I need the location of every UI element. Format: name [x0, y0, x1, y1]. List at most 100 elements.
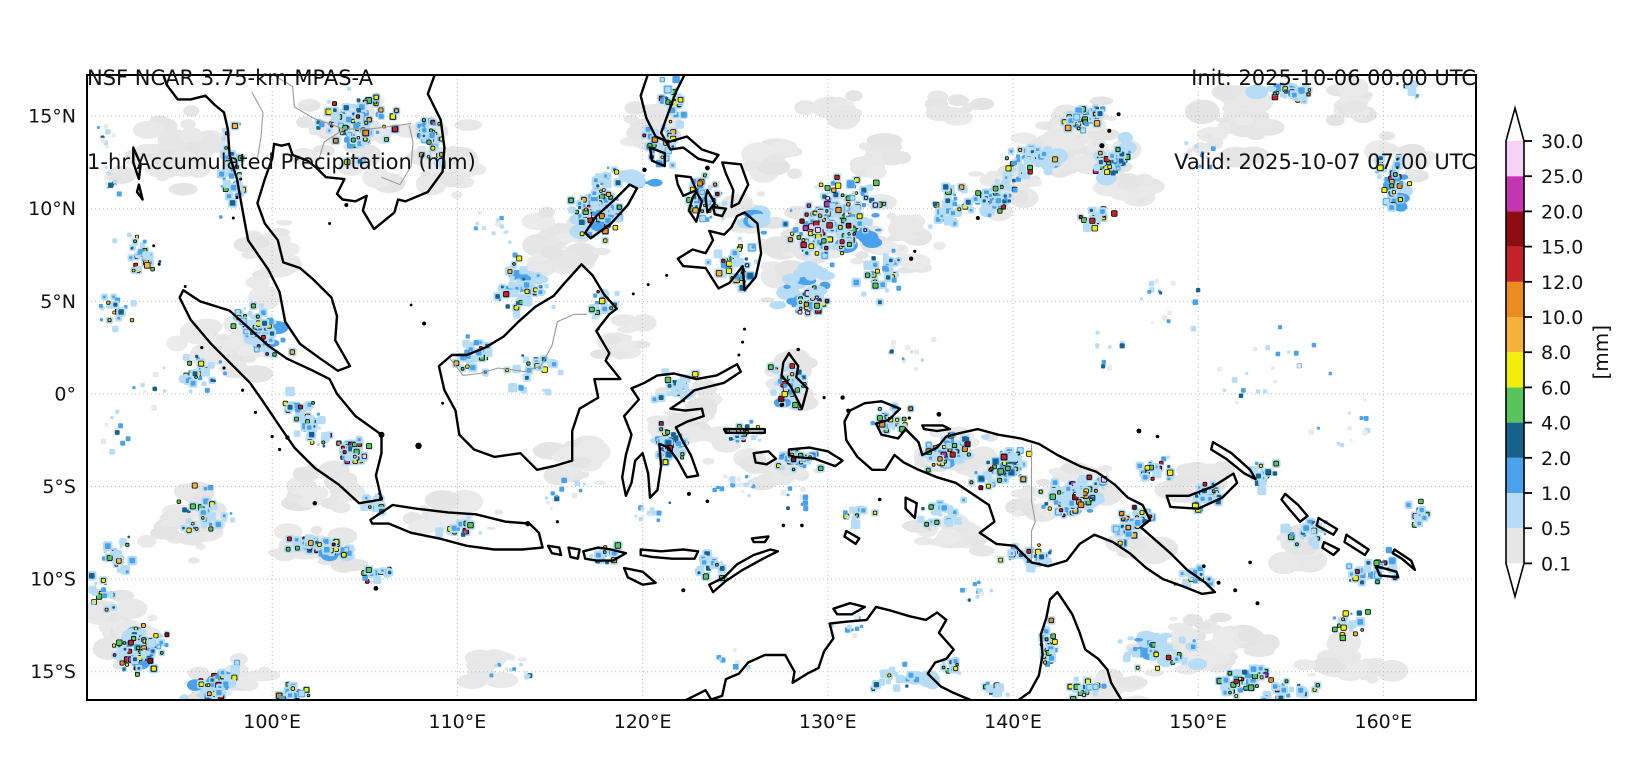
coastline-yapen	[921, 424, 952, 433]
coastline-australia-west	[683, 605, 975, 700]
coastline-bougainville	[1280, 492, 1309, 523]
y-tick-label: 5°N	[40, 291, 76, 313]
coastline-sula	[722, 427, 766, 434]
colorbar-segment	[1506, 528, 1524, 564]
coastline-samar-leyte	[721, 161, 750, 209]
y-tick-label: 10°S	[30, 569, 76, 591]
coastline-choiseul	[1315, 516, 1339, 536]
x-tick-label: 150°E	[1169, 711, 1227, 733]
run-time-info: Init: 2025-10-06 00:00 UTC Valid: 2025-1…	[1174, 8, 1476, 232]
x-tick-label: 110°E	[429, 711, 487, 733]
coastline-guadalcanal	[1374, 565, 1400, 579]
title-line-2: 1-hr Accumulated Precipitation (mm)	[87, 150, 476, 174]
colorbar-tick-label: 8.0	[1541, 342, 1571, 364]
colorbar-segment	[1506, 387, 1524, 423]
coastline-borneo	[437, 263, 622, 471]
map-frame	[86, 74, 1477, 701]
coastline-java	[369, 503, 544, 551]
coastline-bali	[546, 544, 563, 557]
coastline-wetar	[750, 535, 770, 544]
plot-title: NSF NCAR 3.75-km MPAS-A 1-hr Accumulated…	[87, 8, 476, 232]
colorbar-tick-label: 6.0	[1541, 377, 1571, 399]
colorbar-tick-label: 25.0	[1541, 166, 1583, 188]
coastline-australia-cape-york	[1016, 590, 1123, 700]
y-tick-label: 10°N	[28, 198, 76, 220]
coastline-timor	[708, 548, 779, 594]
colorbar-tick-label: 1.0	[1541, 483, 1571, 505]
colorbar-tick-label: 15.0	[1541, 237, 1583, 259]
x-tick-label: 120°E	[614, 711, 672, 733]
coastline-santa-isabel	[1343, 533, 1370, 557]
colorbar-segment	[1506, 457, 1524, 493]
colorbar-segment	[1506, 493, 1524, 529]
coastline-buru	[752, 450, 778, 466]
coastline-malaita	[1391, 548, 1417, 572]
colorbar-tick-label: 12.0	[1541, 272, 1583, 294]
coastline-indochina-malay-peninsula	[162, 75, 446, 372]
colorbar-segment	[1506, 176, 1524, 212]
colorbar-tick-label: 10.0	[1541, 307, 1583, 329]
colorbar-segment	[1506, 281, 1524, 317]
coastline-luzon	[639, 75, 720, 164]
coastline-sulawesi	[621, 363, 742, 499]
x-tick-label: 140°E	[984, 711, 1042, 733]
coastline-sumbawa	[582, 546, 628, 562]
title-line-1: NSF NCAR 3.75-km MPAS-A	[87, 66, 374, 90]
coastline-new-guinea	[843, 400, 1217, 596]
coastline-sumatra	[178, 289, 383, 505]
coastline-cebu	[704, 189, 716, 214]
coastline-bohol	[711, 205, 728, 218]
coastline-tanimbar	[843, 529, 861, 546]
coastline-flores	[639, 548, 700, 560]
coastline-sumba	[622, 566, 657, 586]
colorbar-tick-label: 20.0	[1541, 201, 1583, 223]
coastline-new-britain	[1165, 472, 1239, 510]
y-tick-label: 15°N	[28, 106, 76, 128]
valid-time-label: Valid: 2025-10-07 07:00 UTC	[1174, 150, 1476, 174]
admin-border-vietnam-cambodia-border	[381, 125, 414, 186]
y-tick-label: 15°S	[30, 661, 76, 683]
admin-border-kalimantan-border	[449, 313, 587, 376]
coastline-lombok	[567, 546, 581, 560]
admin-border-png-indonesia-border	[1030, 443, 1036, 563]
coastline-mindanao	[676, 211, 763, 292]
admin-border-thai-cambodia-laos-border	[317, 122, 412, 161]
coastline-halmahera	[780, 352, 809, 410]
map-content	[87, 75, 1476, 700]
coastline-new-georgia	[1321, 540, 1341, 557]
coastline-aru	[904, 496, 918, 520]
colorbar-tick-label: 0.1	[1541, 553, 1571, 575]
coastline-panay	[674, 174, 698, 197]
colorbar-tick-label: 4.0	[1541, 413, 1571, 435]
colorbar-tick-label: 30.0	[1541, 131, 1583, 153]
coastline-negros	[687, 190, 704, 223]
admin-border-myanmar-thailand-border	[251, 91, 264, 159]
colorbar-segment	[1506, 141, 1524, 177]
init-time-label: Init: 2025-10-06 00:00 UTC	[1191, 66, 1476, 90]
coastline-melville-island	[832, 602, 866, 616]
y-tick-label: 5°S	[42, 476, 76, 498]
x-tick-label: 160°E	[1355, 711, 1413, 733]
colorbar-over-arrow	[1506, 108, 1524, 141]
colorbar-tick-label: 0.5	[1541, 518, 1571, 540]
colorbar-segment	[1506, 317, 1524, 353]
coastline-andaman-south	[135, 183, 144, 201]
x-tick-label: 100°E	[243, 711, 301, 733]
coastline-andaman-islands	[132, 146, 142, 181]
y-tick-label: 0°	[54, 383, 76, 405]
colorbar-segment	[1506, 246, 1524, 282]
colorbar-tick-label: 2.0	[1541, 448, 1571, 470]
x-tick-label: 130°E	[799, 711, 857, 733]
colorbar-segment	[1506, 352, 1524, 388]
coastline-new-ireland	[1210, 440, 1257, 481]
coastline-palawan	[584, 183, 639, 240]
admin-border-laos-vietnam-border	[273, 75, 345, 130]
coastline-seram	[787, 446, 844, 468]
colorbar-units-label: [mm]	[1589, 325, 1613, 380]
coastline-mindoro	[648, 146, 666, 168]
colorbar-segment	[1506, 422, 1524, 458]
colorbar-under-arrow	[1506, 563, 1524, 597]
colorbar-segment	[1506, 211, 1524, 247]
